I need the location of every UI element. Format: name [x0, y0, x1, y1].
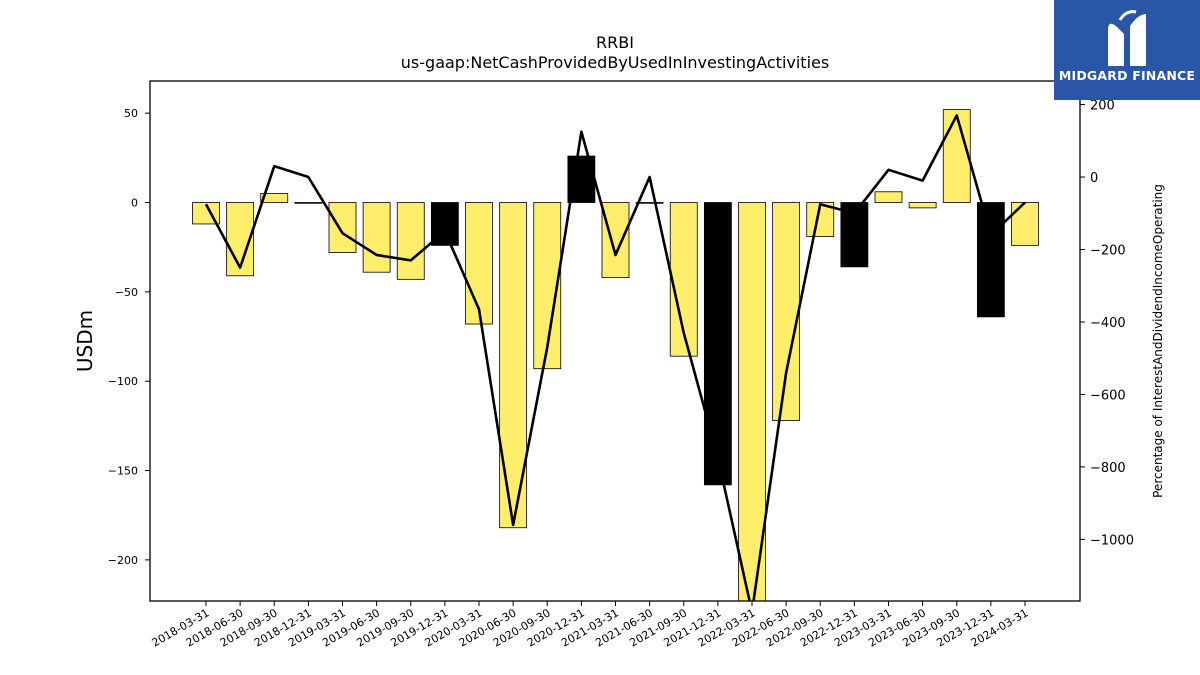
y-tick-label: 0 — [131, 197, 138, 210]
bar-2023-09-30 — [942, 109, 971, 203]
midgard-finance-logo: MIDGARD FINANCE — [1054, 0, 1200, 100]
y2-tick-label: 200 — [1090, 99, 1115, 114]
line-path — [204, 114, 1026, 601]
y2-tick-label: −400 — [1090, 316, 1126, 331]
x-axis: 2018-03-312018-06-302018-09-302018-12-31… — [150, 601, 1031, 650]
bar-2019-09-30 — [396, 202, 425, 280]
y2-axis-label: Percentage of InterestAndDividendIncomeO… — [1151, 184, 1165, 498]
y-axis-left: 50 0 −50 −100 −150 −200 — [108, 107, 150, 567]
y-tick-label: −150 — [108, 465, 138, 478]
bar-2019-03-31 — [328, 202, 357, 253]
bar-2022-03-31 — [738, 202, 766, 601]
chart-subtitle: us-gaap:NetCashProvidedByUsedInInvesting… — [401, 53, 829, 72]
bar-2022-09-30 — [806, 202, 835, 237]
bar-2019-06-30 — [362, 202, 391, 273]
bar-2021-03-31 — [601, 202, 630, 278]
bar-2024-03-31 — [1011, 202, 1039, 246]
y2-tick-label: −200 — [1090, 244, 1126, 259]
y-tick-label: −50 — [115, 286, 138, 299]
bar-2020-03-31 — [465, 202, 493, 325]
bar-2021-12-31 — [703, 202, 732, 486]
bar-2023-06-30 — [908, 202, 937, 209]
bar-2018-12-31 — [294, 202, 323, 204]
y-axis-right: 200 0 −200 −400 −600 −800 −1000 — [1080, 99, 1134, 548]
logo-text: MIDGARD FINANCE — [1058, 68, 1196, 83]
y2-tick-label: −600 — [1090, 388, 1126, 403]
bar-2018-09-30 — [260, 193, 289, 203]
y2-tick-label: −800 — [1090, 461, 1126, 476]
bar-2021-06-30 — [635, 202, 664, 204]
y-tick-label: −200 — [108, 554, 138, 567]
midgard-logo-mark-icon — [1108, 10, 1146, 66]
y-axis-label: USDm — [73, 310, 97, 372]
y2-tick-label: 0 — [1090, 171, 1098, 186]
y-tick-label: 50 — [124, 107, 138, 120]
chart-title: RRBI — [596, 33, 634, 52]
bar-series — [192, 109, 1039, 601]
line-series — [204, 114, 1026, 601]
plot-frame — [149, 80, 1081, 602]
bar-2022-06-30 — [772, 202, 801, 421]
bar-2023-03-31 — [874, 191, 903, 203]
y2-tick-label: −1000 — [1090, 533, 1134, 548]
y-tick-label: −100 — [108, 375, 138, 388]
bar-2023-12-31 — [976, 202, 1005, 318]
